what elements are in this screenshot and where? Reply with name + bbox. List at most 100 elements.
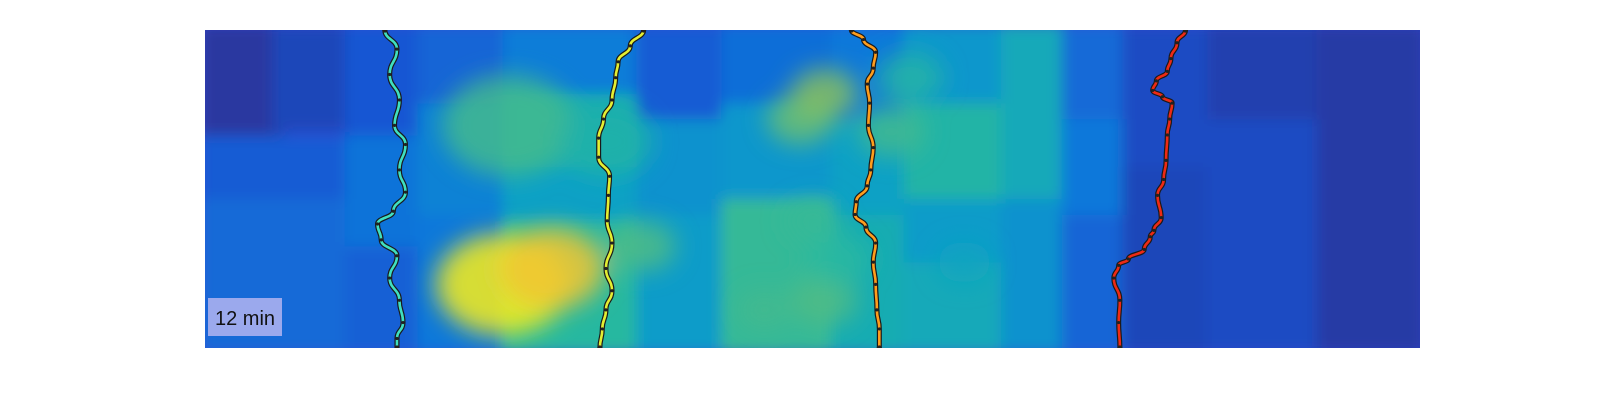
heatmap-cell — [344, 30, 430, 148]
heatmap-hotspot — [791, 274, 859, 326]
trajectory-point — [874, 241, 878, 245]
trajectory-point — [395, 47, 399, 51]
trajectory-point — [1168, 117, 1172, 121]
trajectory-point — [848, 30, 854, 33]
heatmap-hotspot — [791, 68, 859, 120]
trajectory-point — [854, 200, 858, 204]
trajectory-point — [1118, 298, 1122, 302]
trajectory-point — [395, 336, 399, 341]
trajectory-point — [877, 327, 881, 331]
trajectory-point — [871, 260, 875, 264]
trajectory-point — [1152, 228, 1156, 232]
heatmap-hotspot — [441, 74, 576, 177]
trajectory-point — [391, 209, 395, 213]
heatmap-cell — [1207, 119, 1329, 348]
trajectory-point — [1117, 345, 1123, 348]
trajectory-point — [1160, 95, 1165, 99]
heatmap-cell — [344, 246, 430, 348]
trajectory-point — [395, 254, 399, 258]
trajectory-point — [1155, 193, 1160, 197]
trajectory-point — [397, 298, 401, 302]
trajectory-point — [876, 345, 882, 348]
trajectory-point — [865, 184, 869, 188]
trajectory-point — [1126, 257, 1130, 261]
trajectory-point — [1165, 69, 1169, 73]
heatmap-cell — [1000, 30, 1074, 211]
trajectory-point — [401, 320, 405, 325]
heatmap-hotspot — [497, 227, 605, 310]
trajectory-point — [628, 44, 632, 48]
trajectory-point — [597, 345, 603, 348]
trajectory-point — [641, 30, 647, 33]
trajectory-point — [397, 168, 401, 172]
trajectory-point — [1117, 320, 1121, 325]
heatmap-cell — [205, 135, 357, 211]
trajectory-point — [1162, 177, 1166, 182]
trajectory-point — [388, 276, 392, 280]
heatmap-cell — [1207, 30, 1329, 132]
trajectory-point — [403, 142, 408, 147]
trajectory-point — [861, 37, 866, 42]
trajectory-point — [597, 136, 601, 140]
trajectory-point — [853, 212, 857, 217]
trajectory-point — [1169, 57, 1173, 61]
time-label-box: 12 min — [208, 298, 282, 336]
trajectory-point — [397, 98, 401, 102]
trajectory-point — [375, 222, 380, 226]
trajectory-point — [869, 168, 873, 172]
trajectory-point — [604, 266, 608, 271]
trajectory-point — [864, 225, 868, 229]
trajectory-point — [610, 241, 614, 245]
trajectory-point — [610, 98, 614, 102]
trajectory-point — [388, 72, 392, 77]
time-label: 12 min — [215, 308, 275, 330]
trajectory-point — [394, 345, 400, 348]
heatmap-cell — [1316, 30, 1420, 348]
heatmap-cell — [1061, 30, 1135, 132]
trajectory-point — [607, 174, 612, 178]
trajectory-point — [600, 327, 604, 331]
heatmap-cell — [636, 30, 734, 132]
trajectory-point — [1142, 247, 1146, 252]
trajectory-point — [610, 289, 614, 293]
heatmap-hotspots — [435, 52, 992, 336]
heatmap-cell — [1061, 214, 1135, 348]
heatmap-cell — [1061, 119, 1135, 227]
trajectory-point — [865, 82, 869, 86]
heatmap-area — [205, 30, 1420, 348]
heatmap-cell — [1000, 198, 1074, 348]
trajectory-point — [614, 76, 618, 80]
trajectory-point — [1175, 41, 1179, 45]
heatmap-hotspot — [559, 105, 653, 177]
heatmap-cell — [636, 119, 734, 227]
trajectory-point — [604, 308, 608, 312]
trajectory-point — [875, 308, 879, 312]
trajectory-point — [605, 219, 609, 223]
trajectory-point — [606, 193, 610, 197]
trajectory-point — [601, 117, 606, 121]
trajectory-point — [403, 190, 408, 194]
heatmap-hotspot — [937, 241, 992, 283]
heatmap-hotspot — [803, 233, 871, 285]
heatmap-cell — [271, 30, 357, 132]
trajectory-point — [1182, 30, 1189, 33]
trajectory-point — [1159, 216, 1163, 220]
heatmap-cell — [1122, 167, 1220, 348]
time-label-background — [208, 298, 282, 336]
trajectory-point — [1170, 101, 1174, 105]
trajectory-point — [1148, 235, 1152, 239]
heatmap-cell — [205, 30, 284, 148]
trajectory-point — [597, 155, 601, 159]
heatmap-hotspot — [785, 200, 840, 242]
trajectory-point — [382, 30, 388, 33]
trajectory-point — [1112, 276, 1116, 280]
trajectory-point — [874, 50, 878, 54]
trajectory-point — [392, 123, 397, 127]
trajectory-point — [1117, 263, 1121, 267]
trajectory-point — [868, 101, 872, 105]
trajectory-point — [379, 238, 383, 242]
trajectory-point — [1164, 158, 1168, 162]
trajectory-point — [866, 123, 870, 127]
heatmap-hotspot — [608, 220, 676, 272]
